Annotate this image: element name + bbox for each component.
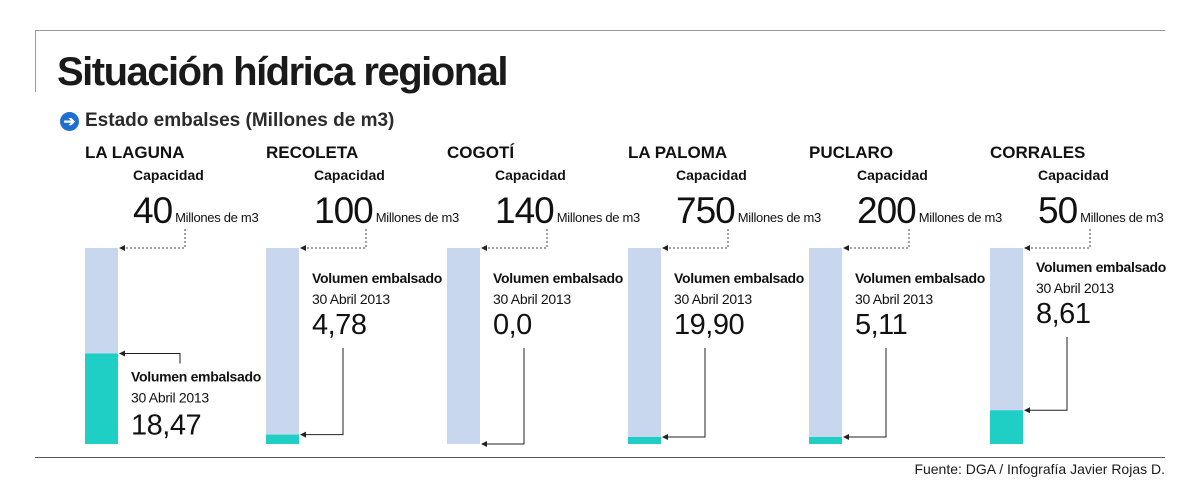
volume-arrowhead <box>1024 407 1030 414</box>
volume-bar <box>85 353 118 444</box>
capacity-label: Capacidad <box>495 167 566 183</box>
volume-leader-line <box>1027 337 1068 411</box>
volume-value: 5,11 <box>855 309 907 341</box>
capacity-leader-line <box>122 229 186 249</box>
volume-arrowhead <box>662 434 668 440</box>
volume-value: 8,61 <box>1036 298 1090 330</box>
capacity-arrowhead <box>1024 245 1030 251</box>
capacity-leader-line <box>665 229 729 249</box>
volume-label: Volumen embalsado <box>1036 259 1166 275</box>
volume-label: Volumen embalsado <box>493 270 623 286</box>
volume-value: 19,90 <box>674 309 744 341</box>
capacity-value: 50 <box>1038 190 1078 231</box>
top-rule-tick <box>35 30 36 92</box>
volume-date: 30 Abril 2013 <box>312 291 390 307</box>
volume-date: 30 Abril 2013 <box>1036 280 1114 296</box>
volume-date: 30 Abril 2013 <box>493 291 571 307</box>
capacity-bar <box>809 248 842 444</box>
volume-bar <box>809 437 842 444</box>
capacity-value: 40 <box>133 190 173 231</box>
volume-date: 30 Abril 2013 <box>131 389 209 405</box>
arrow-right-circle-icon: ➔ <box>60 111 79 131</box>
volume-label: Volumen embalsado <box>131 368 261 384</box>
capacity-leader-line <box>303 229 367 249</box>
volume-bar <box>990 410 1023 444</box>
capacity-bar <box>447 248 480 444</box>
volume-date: 30 Abril 2013 <box>674 291 752 307</box>
capacity-unit: Millones de m3 <box>557 210 640 225</box>
capacity-label: Capacidad <box>133 167 204 183</box>
volume-bar <box>266 434 299 444</box>
capacity-bar <box>266 248 299 444</box>
reservoir-name: LA LAGUNA <box>85 143 184 162</box>
volume-arrowhead <box>119 350 125 357</box>
volume-value: 4,78 <box>312 309 366 341</box>
volume-label: Volumen embalsado <box>312 270 442 286</box>
volume-value: 0,0 <box>493 309 532 341</box>
capacity-leader-line <box>846 229 910 249</box>
capacity-value: 100 <box>314 190 373 231</box>
capacity-label: Capacidad <box>676 167 747 183</box>
reservoir-name: PUCLARO <box>809 143 893 162</box>
page-title: Situación hídrica regional <box>57 50 508 94</box>
volume-leader-line <box>846 348 887 438</box>
source-credit: Fuente: DGA / Infografía Javier Rojas D. <box>914 461 1165 477</box>
capacity-unit: Millones de m3 <box>376 210 459 225</box>
capacity-arrowhead <box>662 245 668 251</box>
capacity-arrowhead <box>300 245 306 251</box>
capacity-bar <box>628 248 661 444</box>
top-rule <box>35 30 1165 31</box>
capacity-label: Capacidad <box>314 167 385 183</box>
capacity-label: Capacidad <box>1038 167 1109 183</box>
volume-date: 30 Abril 2013 <box>855 291 933 307</box>
capacity-value: 750 <box>676 190 735 231</box>
capacity-leader-line <box>1027 229 1091 249</box>
capacity-value: 200 <box>857 190 916 231</box>
volume-arrowhead <box>843 434 849 440</box>
capacity-arrowhead <box>843 245 849 251</box>
capacity-value: 140 <box>495 190 554 231</box>
capacity-unit: Millones de m3 <box>738 210 821 225</box>
bottom-rule <box>35 457 1165 458</box>
volume-value: 18,47 <box>131 409 201 441</box>
reservoir-name: CORRALES <box>990 143 1085 162</box>
volume-label: Volumen embalsado <box>855 270 985 286</box>
reservoir-name: LA PALOMA <box>628 143 727 162</box>
volume-label: Volumen embalsado <box>674 270 804 286</box>
reservoir-name: RECOLETA <box>266 143 358 162</box>
subtitle-text: Estado embalses (Millones de m3) <box>85 110 395 131</box>
volume-leader-line <box>665 348 706 438</box>
volume-arrowhead <box>481 441 487 447</box>
volume-leader-line <box>122 352 181 364</box>
reservoir-name: COGOTÍ <box>447 143 515 162</box>
capacity-arrowhead <box>119 245 125 251</box>
capacity-unit: Millones de m3 <box>175 210 258 225</box>
volume-leader-line <box>484 348 525 445</box>
chart-subtitle: ➔ Estado embalses (Millones de m3) <box>60 110 394 132</box>
volume-leader-line <box>303 348 344 436</box>
volume-arrowhead <box>300 431 306 438</box>
capacity-leader-line <box>484 229 548 249</box>
capacity-unit: Millones de m3 <box>1080 210 1163 225</box>
capacity-unit: Millones de m3 <box>919 210 1002 225</box>
volume-bar <box>628 437 661 444</box>
capacity-arrowhead <box>481 245 487 251</box>
capacity-label: Capacidad <box>857 167 928 183</box>
